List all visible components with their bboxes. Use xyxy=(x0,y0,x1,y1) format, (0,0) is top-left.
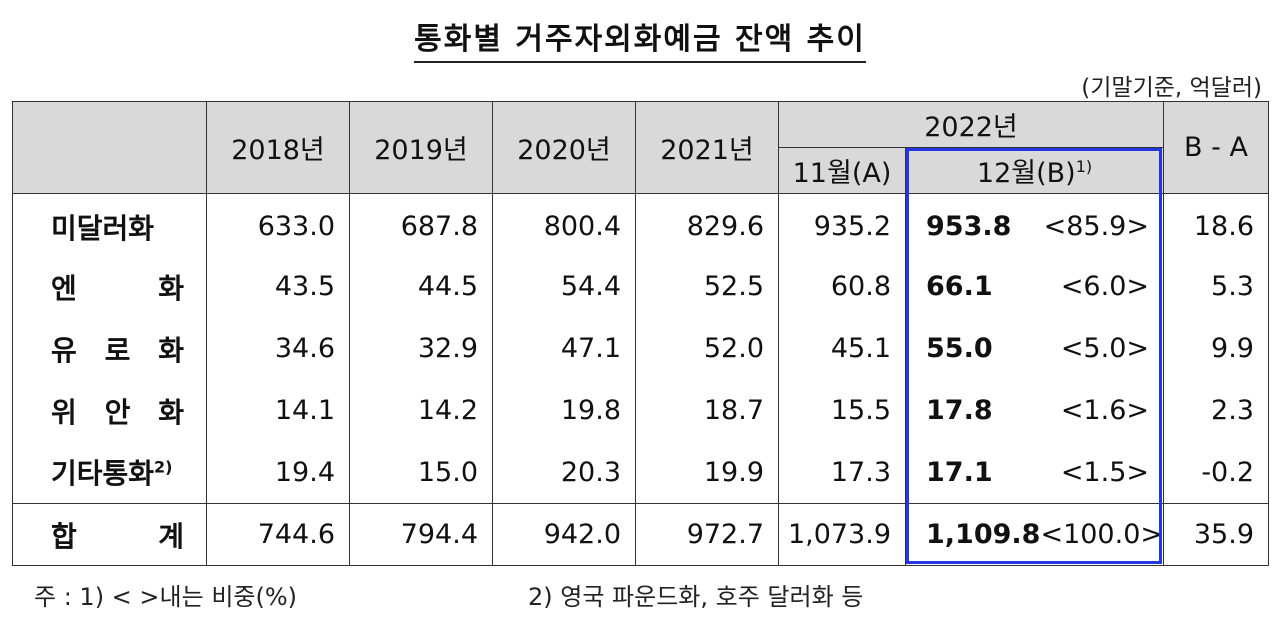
dec-value: 1,109.8 xyxy=(926,519,1041,550)
table-title: 통화별 거주자외화예금 잔액 추이 xyxy=(0,14,1280,63)
row-label: 기타통화2) xyxy=(12,441,207,504)
share-value: <5.0> xyxy=(1060,333,1149,364)
share-value: <6.0> xyxy=(1060,271,1149,302)
row-label: 위 안 화 xyxy=(12,379,207,442)
value-cell: 19.9 xyxy=(635,441,779,504)
value-cell: 52.5 xyxy=(635,255,779,318)
header-2021: 2021년 xyxy=(635,101,779,194)
footnote-2: 2) 영국 파운드화, 호주 달러화 등 xyxy=(528,583,864,611)
value-cell: 34.6 xyxy=(206,317,350,380)
value-cell: 800.4 xyxy=(492,193,636,256)
value-cell: 15.5 xyxy=(778,379,906,442)
value-cell: 744.6 xyxy=(206,503,350,566)
table-row: 유 로 화 34.6 32.9 47.1 52.0 45.1 55.0 <5.0> 9.9 xyxy=(12,317,1269,380)
value-cell: 17.3 xyxy=(778,441,906,504)
header-2018: 2018년 xyxy=(206,101,350,194)
value-cell: 1,073.9 xyxy=(778,503,906,566)
row-label: 엔 화 xyxy=(12,255,207,318)
diff-cell: 2.3 xyxy=(1163,379,1269,442)
dec-value: 55.0 xyxy=(926,333,993,364)
value-cell: 47.1 xyxy=(492,317,636,380)
value-cell: 18.7 xyxy=(635,379,779,442)
unit-label: (기말기준, 억달러) xyxy=(1081,75,1262,101)
dec-value: 953.8 xyxy=(926,211,1012,243)
table-row: 기타통화2) 19.4 15.0 20.3 19.9 17.3 17.1 <1.5> -0… xyxy=(12,441,1269,504)
table-row: 미달러화 633.0 687.8 800.4 829.6 935.2 953.8 <85.… xyxy=(12,193,1269,256)
share-value: <1.6> xyxy=(1060,395,1149,426)
footnote-1: 주 : 1) < >내는 비중(%) xyxy=(34,583,298,611)
dec-value: 17.8 xyxy=(926,395,993,426)
header-2022: 2022년 xyxy=(778,101,1164,148)
dec-value: 17.1 xyxy=(926,456,993,488)
diff-cell: 18.6 xyxy=(1163,193,1269,256)
dec-cell: 953.8 <85.9> xyxy=(905,193,1164,256)
table-row: 위 안 화 14.1 14.2 19.8 18.7 15.5 17.8 <1.6> 2.3 xyxy=(12,379,1269,442)
value-cell: 54.4 xyxy=(492,255,636,318)
value-cell: 32.9 xyxy=(349,317,493,380)
value-cell: 14.2 xyxy=(349,379,493,442)
dec-value: 66.1 xyxy=(926,271,993,302)
header-2019: 2019년 xyxy=(349,101,493,194)
diff-cell: -0.2 xyxy=(1163,441,1269,504)
diff-cell: 9.9 xyxy=(1163,317,1269,380)
deposit-table: 2018년 2019년 2020년 2021년 2022년 B - A 11월(… xyxy=(12,101,1269,566)
dec-cell: 1,109.8 <100.0> xyxy=(905,503,1164,566)
row-label: 유 로 화 xyxy=(12,317,207,380)
dec-cell: 55.0 <5.0> xyxy=(905,317,1164,380)
dec-cell: 17.1 <1.5> xyxy=(905,441,1164,504)
table-row: 엔 화 43.5 44.5 54.4 52.5 60.8 66.1 <6.0> 5.3 xyxy=(12,255,1269,318)
value-cell: 43.5 xyxy=(206,255,350,318)
header-diff: B - A xyxy=(1163,101,1269,194)
value-cell: 19.4 xyxy=(206,441,350,504)
value-cell: 44.5 xyxy=(349,255,493,318)
dec-cell: 66.1 <6.0> xyxy=(905,255,1164,318)
share-value: <1.5> xyxy=(1060,456,1149,488)
share-value: <100.0> xyxy=(1040,519,1163,550)
value-cell: 52.0 xyxy=(635,317,779,380)
value-cell: 45.1 xyxy=(778,317,906,380)
value-cell: 14.1 xyxy=(206,379,350,442)
value-cell: 972.7 xyxy=(635,503,779,566)
corner-cell xyxy=(12,101,207,194)
value-cell: 829.6 xyxy=(635,193,779,256)
header-nov: 11월(A) xyxy=(778,147,906,194)
share-value: <85.9> xyxy=(1043,211,1149,243)
diff-cell: 5.3 xyxy=(1163,255,1269,318)
value-cell: 15.0 xyxy=(349,441,493,504)
row-label: 합 계 xyxy=(12,503,207,566)
value-cell: 794.4 xyxy=(349,503,493,566)
value-cell: 60.8 xyxy=(778,255,906,318)
diff-cell: 35.9 xyxy=(1163,503,1269,566)
value-cell: 20.3 xyxy=(492,441,636,504)
dec-cell: 17.8 <1.6> xyxy=(905,379,1164,442)
value-cell: 633.0 xyxy=(206,193,350,256)
value-cell: 942.0 xyxy=(492,503,636,566)
value-cell: 19.8 xyxy=(492,379,636,442)
value-cell: 935.2 xyxy=(778,193,906,256)
value-cell: 687.8 xyxy=(349,193,493,256)
header-2020: 2020년 xyxy=(492,101,636,194)
table-row: 합 계 744.6 794.4 942.0 972.7 1,073.9 1,109.8 <… xyxy=(12,503,1269,566)
row-label: 미달러화 xyxy=(12,193,207,256)
header-dec: 12월(B)1) xyxy=(905,147,1164,194)
